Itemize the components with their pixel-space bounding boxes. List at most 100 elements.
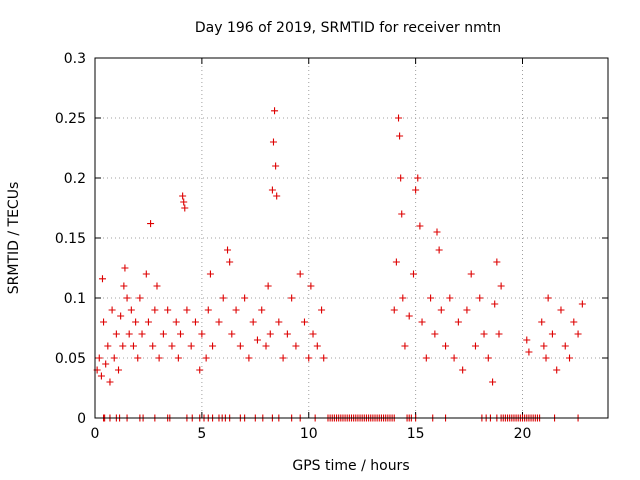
data-point	[399, 294, 407, 302]
x-tick-label: 10	[300, 426, 318, 442]
grid-lines	[95, 58, 608, 418]
y-tick-label: 0	[77, 411, 86, 427]
data-point	[398, 210, 406, 218]
data-point	[542, 354, 550, 362]
data-point	[431, 330, 439, 338]
axis-ticks: 0 5 10 15 20 0 0.05 0.1 0.15 0.2 0.25 0.3	[55, 51, 608, 442]
data-point	[463, 306, 471, 314]
data-point	[318, 306, 326, 314]
data-point	[553, 366, 561, 374]
data-point	[180, 198, 188, 206]
data-point	[147, 220, 155, 228]
data-point	[544, 294, 552, 302]
data-point	[275, 318, 283, 326]
data-point	[269, 138, 277, 146]
data-point	[395, 114, 403, 122]
data-point	[313, 342, 321, 350]
data-point	[320, 354, 328, 362]
data-point	[538, 318, 546, 326]
data-point	[392, 258, 400, 266]
data-point	[151, 306, 159, 314]
data-point	[309, 330, 317, 338]
data-point	[127, 306, 135, 314]
data-point	[253, 336, 261, 344]
y-tick-label: 0.2	[64, 171, 86, 187]
data-point	[390, 306, 398, 314]
data-point	[153, 282, 161, 290]
data-point	[422, 354, 430, 362]
data-point	[245, 354, 253, 362]
data-point	[497, 282, 505, 290]
data-point	[172, 318, 180, 326]
data-point	[249, 318, 257, 326]
data-point	[198, 330, 206, 338]
data-point	[204, 306, 212, 314]
data-point	[433, 228, 441, 236]
data-point	[414, 174, 422, 182]
data-point	[489, 378, 497, 386]
data-point	[120, 282, 128, 290]
data-point	[561, 342, 569, 350]
data-point	[467, 270, 475, 278]
data-point	[258, 306, 266, 314]
data-point	[123, 294, 131, 302]
data-point	[196, 366, 204, 374]
data-point	[115, 366, 123, 374]
y-tick-label: 0.15	[55, 231, 86, 247]
data-point	[491, 300, 499, 308]
data-point	[266, 330, 274, 338]
y-tick-label: 0.25	[55, 111, 86, 127]
data-point	[228, 330, 236, 338]
data-point	[493, 258, 501, 266]
data-point	[132, 318, 140, 326]
data-point	[418, 318, 426, 326]
data-point	[98, 275, 106, 283]
data-point	[405, 312, 413, 320]
data-point	[226, 258, 234, 266]
chart-title: Day 196 of 2019, SRMTID for receiver nmt…	[195, 20, 501, 36]
data-point	[104, 342, 112, 350]
data-point	[271, 107, 279, 115]
data-point	[97, 372, 105, 380]
data-point	[144, 318, 152, 326]
data-point	[272, 162, 280, 170]
data-point	[283, 330, 291, 338]
data-point	[416, 222, 424, 230]
x-tick-label: 5	[197, 426, 206, 442]
data-point	[187, 342, 195, 350]
data-point	[224, 246, 232, 254]
data-point	[168, 342, 176, 350]
data-point	[142, 270, 150, 278]
data-point	[106, 378, 114, 386]
data-point	[138, 330, 146, 338]
data-point	[164, 306, 172, 314]
data-point	[495, 330, 503, 338]
data-point	[557, 306, 565, 314]
data-point	[450, 354, 458, 362]
data-point	[179, 192, 187, 200]
data-point	[181, 204, 189, 212]
data-point	[300, 318, 308, 326]
data-point	[396, 132, 404, 140]
data-point	[119, 342, 127, 350]
data-point	[95, 354, 103, 362]
data-point	[454, 318, 462, 326]
data-point	[264, 282, 272, 290]
data-point	[288, 294, 296, 302]
data-point	[232, 306, 240, 314]
x-axis-label: GPS time / hours	[292, 458, 409, 474]
data-point	[279, 354, 287, 362]
x-tick-label: 0	[91, 426, 100, 442]
data-point	[202, 354, 210, 362]
data-point	[159, 330, 167, 338]
data-point	[412, 186, 420, 194]
data-point	[149, 342, 157, 350]
data-point	[262, 342, 270, 350]
data-point	[174, 354, 182, 362]
data-point	[183, 306, 191, 314]
y-axis-label: SRMTID / TECUs	[6, 182, 22, 295]
data-point	[525, 348, 533, 356]
data-point	[155, 354, 163, 362]
data-point	[435, 246, 443, 254]
